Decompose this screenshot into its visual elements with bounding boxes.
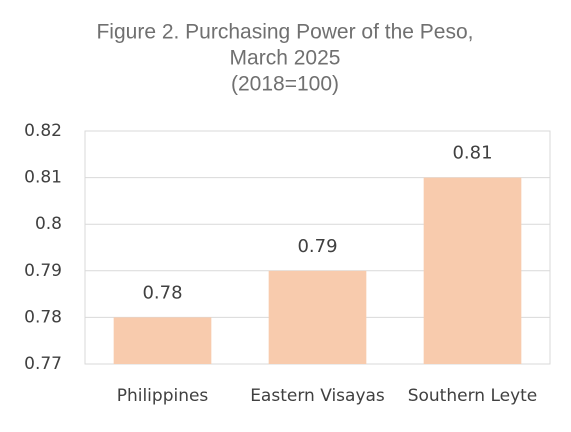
y-tick-label: 0.82 (24, 121, 62, 141)
value-label: 0.78 (142, 282, 182, 303)
bar (423, 177, 522, 364)
bar (113, 317, 212, 364)
chart-title: Figure 2. Purchasing Power of the Peso, (96, 21, 473, 44)
y-tick-label: 0.8 (35, 214, 62, 234)
value-label: 0.81 (452, 143, 492, 164)
y-tick-label: 0.81 (24, 168, 62, 188)
x-tick-label: Philippines (117, 386, 209, 406)
chart-title: (2018=100) (231, 73, 339, 96)
chart-title: March 2025 (230, 47, 341, 70)
bar (268, 270, 367, 364)
y-tick-label: 0.79 (24, 261, 62, 281)
value-label: 0.79 (297, 236, 337, 257)
y-tick-label: 0.77 (24, 354, 62, 374)
x-tick-label: Eastern Visayas (250, 386, 385, 406)
y-tick-label: 0.78 (24, 307, 62, 327)
x-tick-label: Southern Leyte (408, 386, 538, 406)
